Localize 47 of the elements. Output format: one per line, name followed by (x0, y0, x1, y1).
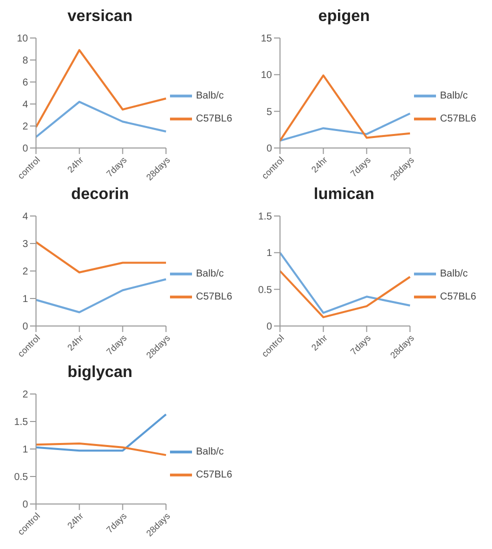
y-tick-label: 1.5 (258, 212, 272, 223)
y-tick-label: 2 (22, 266, 28, 278)
y-tick-label: 2 (22, 390, 28, 401)
y-tick-label: 10 (16, 34, 28, 45)
y-tick-label: 5 (266, 106, 272, 118)
y-tick-label: 1 (266, 248, 272, 260)
y-tick-label: 4 (22, 100, 28, 111)
legend-label: Balb/c (196, 269, 224, 280)
line-series (35, 49, 167, 128)
y-tick-label: 2 (22, 122, 28, 133)
y-tick-label: 1 (22, 444, 28, 456)
legend-label: Balb/c (440, 269, 468, 280)
y-tick-label: 0 (266, 322, 272, 333)
y-tick-label: 0 (22, 322, 28, 333)
y-tick-label: 0 (22, 500, 28, 511)
legend-label: C57BL6 (196, 292, 232, 303)
y-tick-label: 4 (22, 212, 28, 223)
y-tick-label: 6 (22, 78, 28, 89)
y-tick-label: 3 (22, 239, 28, 250)
chart-title: decorin (70, 186, 130, 205)
line-series (279, 270, 411, 318)
y-tick-label: 1.5 (14, 417, 28, 428)
legend-label: Balb/c (196, 91, 224, 102)
y-tick-label: 0 (266, 144, 272, 155)
legend-label: Balb/c (196, 447, 224, 458)
y-tick-label: 1 (22, 294, 28, 306)
chart-title: epigen (317, 8, 371, 27)
line-series (35, 100, 167, 138)
y-tick-label: 0 (22, 144, 28, 155)
line-series (35, 278, 167, 314)
legend-label: Balb/c (440, 91, 468, 102)
legend-label: C57BL6 (440, 292, 476, 303)
legend-label: C57BL6 (196, 114, 232, 125)
line-series (35, 442, 167, 456)
chart-title: biglycan (66, 364, 134, 383)
legend-label: C57BL6 (196, 470, 232, 481)
y-tick-label: 0.5 (258, 284, 272, 296)
line-series (279, 112, 411, 142)
chart-title: lumican (312, 186, 376, 205)
y-tick-label: 8 (22, 56, 28, 67)
line-series (279, 74, 411, 142)
chart-title: versican (66, 8, 134, 27)
line-series (279, 252, 411, 314)
y-tick-label: 0.5 (14, 472, 28, 484)
y-tick-label: 10 (260, 70, 272, 82)
y-tick-label: 15 (260, 34, 272, 45)
legend-label: C57BL6 (440, 114, 476, 125)
